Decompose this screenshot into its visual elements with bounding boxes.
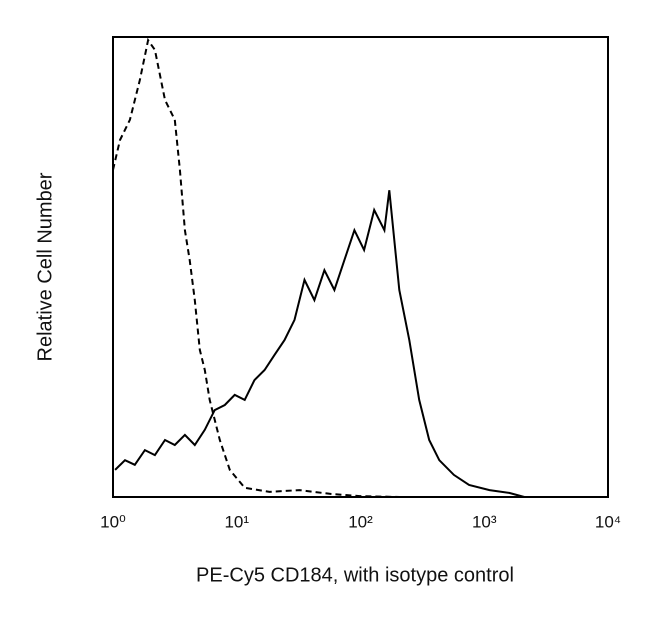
x-tick-label: 10³ <box>472 512 497 531</box>
x-axis-title: PE-Cy5 CD184, with isotype control <box>196 564 514 586</box>
plot-frame <box>112 36 609 498</box>
x-tick-label: 10⁴ <box>595 512 621 531</box>
x-tick-label: 10² <box>348 512 373 531</box>
x-tick-label: 10⁰ <box>100 512 126 531</box>
x-tick-label: 10¹ <box>224 512 249 531</box>
histogram-line <box>114 190 525 498</box>
histogram-line <box>112 37 400 498</box>
y-axis-title: Relative Cell Number <box>34 172 56 361</box>
